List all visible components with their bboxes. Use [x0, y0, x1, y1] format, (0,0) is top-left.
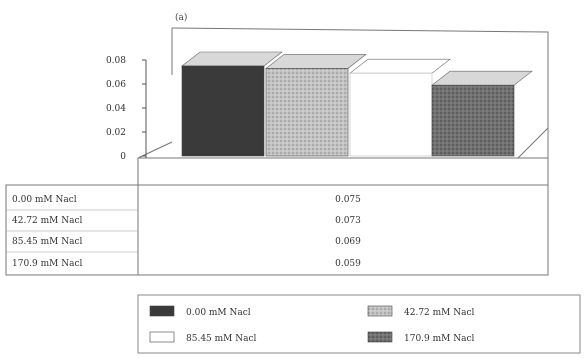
bar-2 [265, 54, 367, 157]
legend-box [137, 294, 581, 354]
table-row-label: 170.9 mM Nacl [12, 259, 83, 269]
y-tick-label: 0.08 [106, 56, 126, 66]
bar-top-face [349, 58, 451, 74]
y-tick-label: 0.04 [106, 104, 126, 114]
table-row-value: 0.075 [335, 195, 361, 205]
table-row-label: 42.72 mM Nacl [12, 216, 83, 226]
legend-label: 85.45 mM Nacl [186, 334, 257, 344]
bar-1 [181, 51, 283, 157]
data-table [5, 184, 549, 276]
table-row-value: 0.069 [335, 237, 361, 247]
table-row-value: 0.059 [335, 259, 361, 269]
bar-4 [431, 70, 533, 157]
legend-swatch [149, 305, 175, 317]
y-tick-label: 0.06 [106, 80, 126, 90]
panel-label: (a) [175, 12, 187, 23]
bar-top-face [265, 54, 367, 69]
legend-swatch [149, 331, 175, 343]
y-tick-label: 0 [120, 152, 126, 162]
table-row-label: 0.00 mM Nacl [12, 195, 77, 205]
legend-label: 42.72 mM Nacl [404, 308, 475, 318]
legend-swatch [367, 305, 393, 317]
legend-swatch [367, 331, 393, 343]
bar-front-face [265, 68, 349, 157]
bar-front-face [349, 72, 433, 157]
bar-3 [349, 58, 451, 157]
table-row-value: 0.073 [335, 216, 361, 226]
bar-front-face [181, 65, 265, 157]
bar-top-face [181, 51, 283, 67]
bar-top-face [431, 70, 533, 86]
y-tick-label: 0.02 [106, 128, 126, 138]
legend-label: 0.00 mM Nacl [186, 308, 251, 318]
table-row-label: 85.45 mM Nacl [12, 237, 83, 247]
bar-front-face [431, 84, 515, 157]
legend-label: 170.9 mM Nacl [404, 334, 475, 344]
